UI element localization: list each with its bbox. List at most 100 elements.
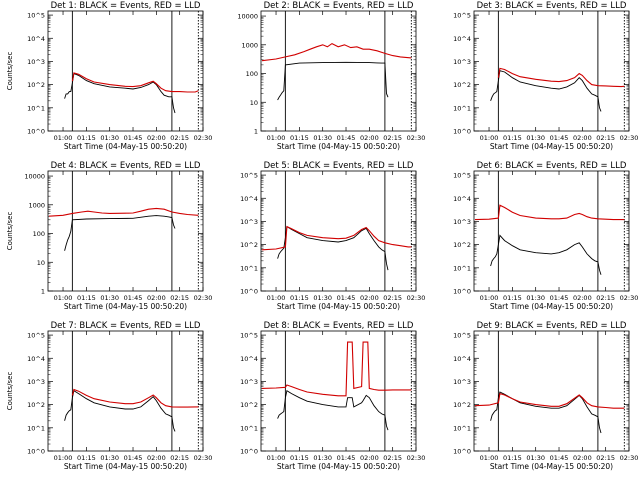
y-axis-label: Counts/sec — [6, 52, 14, 91]
chart-title: Det 7: BLACK = Events, RED = LLD — [51, 321, 201, 331]
x-tick-label: 02:15 — [170, 134, 189, 142]
x-axis-label: Start Time (04-May-15 00:50:20) — [277, 142, 400, 151]
detector-panel-2: Det 2: BLACK = Events, RED = LLD 1 10 100 10… — [213, 0, 426, 160]
y-axis-label: Counts/sec — [6, 212, 14, 251]
y-tick-label: 100 — [33, 230, 45, 238]
y-tick-label: 10^4 — [453, 35, 471, 43]
y-tick-label: 10^2 — [453, 81, 471, 89]
events-series-line — [64, 72, 176, 114]
y-tick-label: 10^0 — [453, 128, 471, 136]
x-tick-label: 01:45 — [550, 294, 569, 302]
x-tick-label: 01:45 — [337, 134, 356, 142]
x-tick-label: 02:15 — [383, 454, 402, 462]
y-tick-label: 10000 — [24, 173, 45, 181]
y-tick-label: 10^2 — [453, 241, 471, 249]
y-tick-label: 10^4 — [453, 355, 471, 363]
events-series-line — [277, 389, 389, 431]
x-tick-label: 01:15 — [290, 294, 309, 302]
y-tick-label: 10^4 — [240, 355, 258, 363]
y-tick-label: 10^3 — [240, 378, 258, 386]
x-tick-label: 02:15 — [170, 454, 189, 462]
events-series-line — [490, 70, 602, 112]
events-series-line — [277, 61, 389, 101]
x-tick-label: 02:00 — [360, 454, 379, 462]
y-tick-label: 10^4 — [240, 195, 258, 203]
x-tick-label: 01:00 — [267, 134, 286, 142]
events-series-line — [277, 225, 389, 271]
y-tick-label: 10^5 — [453, 12, 471, 20]
x-tick-label: 01:15 — [503, 294, 522, 302]
y-tick-label: 10 — [250, 99, 258, 107]
detector-panel-4: Det 4: BLACK = Events, RED = LLD 1 10 100 10… — [0, 160, 213, 320]
chart-svg: Det 1: BLACK = Events, RED = LLD 10^0 10^1… — [6, 1, 212, 151]
x-tick-label: 02:30 — [407, 454, 426, 462]
lld-series-line — [71, 72, 199, 93]
y-tick-label: 1 — [254, 128, 258, 136]
x-axis-label: Start Time (04-May-15 00:50:20) — [490, 302, 613, 311]
y-tick-label: 10^2 — [453, 401, 471, 409]
x-tick-label: 02:00 — [573, 454, 592, 462]
x-tick-label: 01:45 — [337, 294, 356, 302]
lld-series-line — [497, 67, 625, 88]
plot-frame — [473, 10, 630, 132]
y-tick-label: 10^0 — [240, 288, 258, 296]
y-tick-label: 1 — [41, 288, 45, 296]
y-tick-label: 10^3 — [453, 218, 471, 226]
y-tick-label: 10^3 — [240, 218, 258, 226]
plot-frame — [260, 10, 417, 132]
x-axis-label: Start Time (04-May-15 00:50:20) — [64, 462, 187, 471]
detector-panel-7: Det 7: BLACK = Events, RED = LLD 10^0 10^1… — [0, 320, 213, 480]
detector-panel-5: Det 5: BLACK = Events, RED = LLD 10^0 10^1… — [213, 160, 426, 320]
y-tick-label: 10^5 — [453, 172, 471, 180]
lld-series-line — [261, 225, 412, 251]
x-tick-label: 01:00 — [54, 294, 73, 302]
y-tick-label: 10^4 — [27, 35, 45, 43]
y-tick-label: 10^4 — [27, 355, 45, 363]
y-tick-label: 10^3 — [453, 58, 471, 66]
plot-frame — [47, 330, 204, 452]
x-tick-label: 01:45 — [124, 294, 143, 302]
lld-series-line — [474, 204, 625, 221]
chart-title: Det 6: BLACK = Events, RED = LLD — [477, 161, 627, 171]
chart-title: Det 9: BLACK = Events, RED = LLD — [477, 321, 627, 331]
y-tick-label: 10^2 — [27, 81, 45, 89]
y-tick-label: 10^3 — [453, 378, 471, 386]
chart-svg: Det 7: BLACK = Events, RED = LLD 10^0 10^1… — [6, 321, 212, 471]
x-tick-label: 01:30 — [313, 294, 332, 302]
x-tick-label: 01:45 — [337, 454, 356, 462]
x-axis-label: Start Time (04-May-15 00:50:20) — [64, 142, 187, 151]
x-tick-label: 01:15 — [77, 454, 96, 462]
x-tick-label: 01:15 — [290, 454, 309, 462]
x-tick-label: 02:30 — [407, 294, 426, 302]
plot-frame — [47, 170, 204, 292]
x-tick-label: 02:15 — [596, 454, 615, 462]
x-tick-label: 01:00 — [480, 134, 499, 142]
chart-svg: Det 4: BLACK = Events, RED = LLD 1 10 100 10… — [6, 161, 212, 311]
y-tick-label: 1000 — [241, 41, 258, 49]
y-tick-label: 10^5 — [27, 12, 45, 20]
x-tick-label: 01:30 — [100, 454, 119, 462]
y-tick-label: 10^1 — [453, 104, 471, 112]
lld-series-line — [261, 42, 412, 62]
chart-title: Det 5: BLACK = Events, RED = LLD — [264, 161, 414, 171]
x-tick-label: 02:15 — [596, 134, 615, 142]
x-tick-label: 01:30 — [313, 454, 332, 462]
y-tick-label: 10^1 — [453, 424, 471, 432]
lld-series-line — [474, 392, 625, 409]
x-tick-label: 01:00 — [54, 134, 73, 142]
x-tick-label: 01:30 — [526, 454, 545, 462]
x-tick-label: 02:15 — [383, 134, 402, 142]
y-tick-label: 10^4 — [453, 195, 471, 203]
y-tick-label: 10 — [37, 259, 45, 267]
detector-panel-3: Det 3: BLACK = Events, RED = LLD 10^0 10^1… — [426, 0, 639, 160]
chart-title: Det 8: BLACK = Events, RED = LLD — [264, 321, 414, 331]
x-tick-label: 01:15 — [77, 134, 96, 142]
y-tick-label: 10^2 — [240, 401, 258, 409]
y-tick-label: 10^0 — [453, 448, 471, 456]
x-tick-label: 02:15 — [596, 294, 615, 302]
y-tick-label: 10^0 — [27, 448, 45, 456]
lld-series-line — [261, 341, 412, 397]
events-series-line — [490, 391, 602, 434]
x-tick-label: 01:00 — [480, 454, 499, 462]
y-tick-label: 10^1 — [27, 424, 45, 432]
